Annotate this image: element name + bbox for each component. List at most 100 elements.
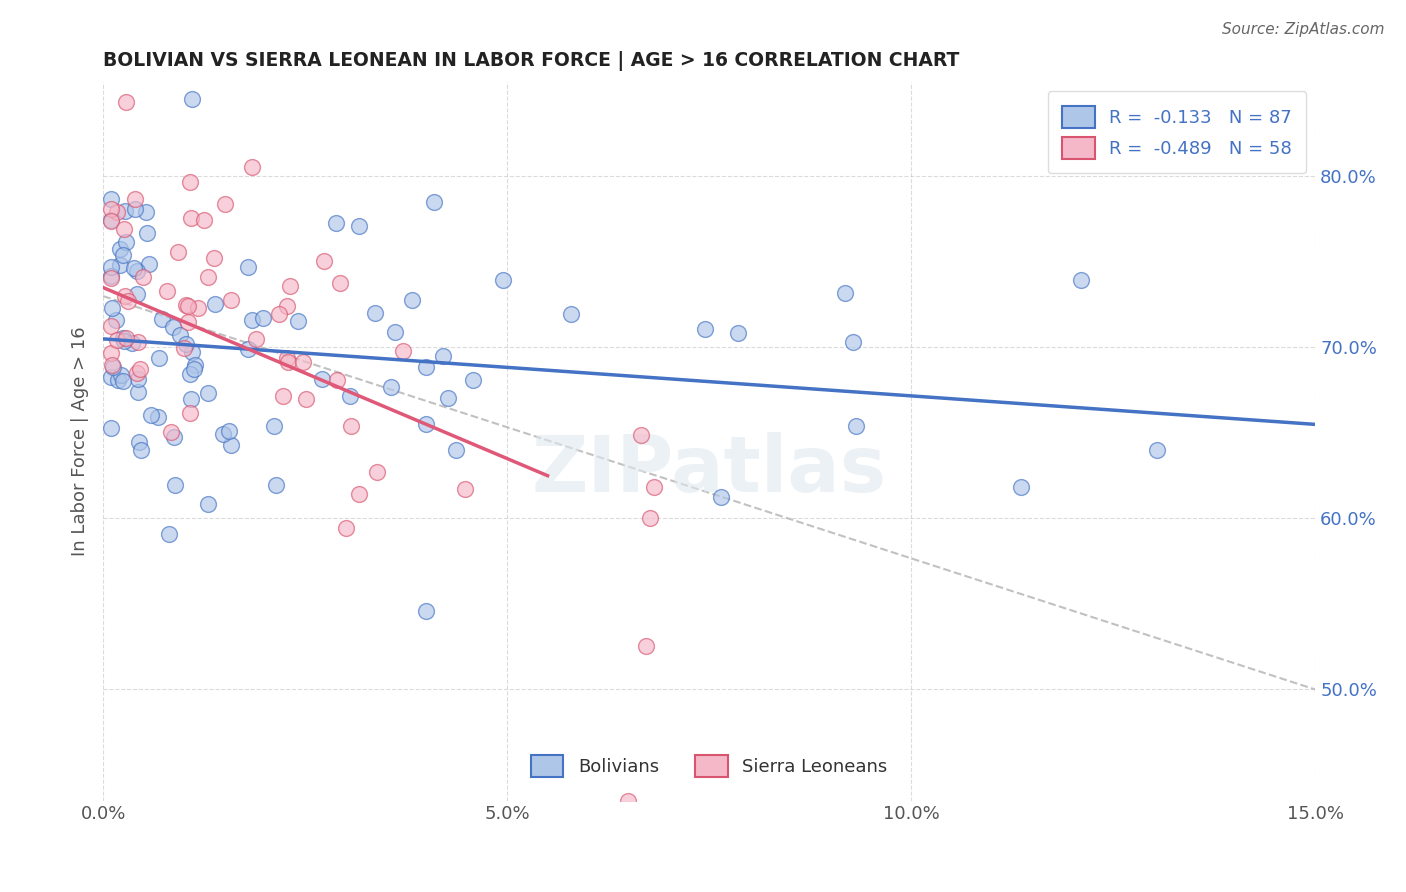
Point [111,374,134,388]
Point [277,355,299,369]
Point [364,306,387,320]
Point [384,325,406,339]
Y-axis label: In Labor Force | Age > 16: In Labor Force | Age > 16 [72,326,89,557]
Point [204,297,226,311]
Point [122,261,145,276]
Point [167,245,190,260]
Point [292,355,315,369]
Point [112,334,135,348]
Point [183,362,205,376]
Point [100,192,122,206]
Point [312,253,335,268]
Point [101,301,124,315]
Point [174,336,197,351]
Point [218,424,240,438]
Point [266,477,288,491]
Point [129,442,152,457]
Point [108,258,131,272]
Point [124,192,146,206]
Point [146,409,169,424]
Point [349,219,371,233]
Point [845,418,868,433]
Point [117,294,139,309]
Point [415,417,437,431]
Point [693,322,716,336]
Point [157,526,180,541]
Point [454,482,477,496]
Point [366,465,388,479]
Point [138,256,160,270]
Point [100,212,122,227]
Point [1010,480,1032,494]
Point [422,194,444,209]
Point [111,248,134,262]
Point [114,204,136,219]
Point [446,442,468,457]
Point [165,477,187,491]
Point [214,196,236,211]
Point [107,373,129,387]
Point [136,226,159,240]
Point [160,425,183,439]
Point [184,359,207,373]
Point [841,335,863,350]
Point [114,331,136,345]
Point [339,419,361,434]
Point [128,435,150,450]
Point [179,406,201,420]
Point [276,351,298,366]
Point [271,389,294,403]
Point [436,391,458,405]
Point [630,427,652,442]
Point [294,392,316,406]
Point [335,521,357,535]
Point [391,343,413,358]
Point [127,384,149,399]
Point [100,214,122,228]
Point [197,385,219,400]
Point [463,373,485,387]
Point [492,273,515,287]
Point [401,293,423,307]
Point [100,421,122,435]
Point [100,271,122,285]
Point [177,315,200,329]
Point [415,604,437,618]
Point [124,202,146,216]
Point [156,285,179,299]
Point [380,379,402,393]
Point [710,491,733,505]
Point [238,260,260,274]
Point [127,334,149,349]
Point [1146,442,1168,457]
Point [180,392,202,406]
Point [100,269,122,284]
Point [180,345,202,359]
Point [100,346,122,360]
Point [311,371,333,385]
Point [634,639,657,653]
Point [197,270,219,285]
Point [111,331,134,345]
Point [174,298,197,312]
Point [252,310,274,325]
Point [240,160,263,174]
Point [245,332,267,346]
Point [129,362,152,376]
Point [329,276,352,290]
Point [163,430,186,444]
Point [638,510,661,524]
Point [173,341,195,355]
Text: Source: ZipAtlas.com: Source: ZipAtlas.com [1222,22,1385,37]
Point [339,389,361,403]
Point [834,285,856,300]
Point [211,426,233,441]
Point [432,349,454,363]
Point [148,351,170,366]
Point [197,497,219,511]
Point [125,264,148,278]
Point [727,326,749,341]
Point [100,202,122,216]
Point [643,480,665,494]
Point [278,279,301,293]
